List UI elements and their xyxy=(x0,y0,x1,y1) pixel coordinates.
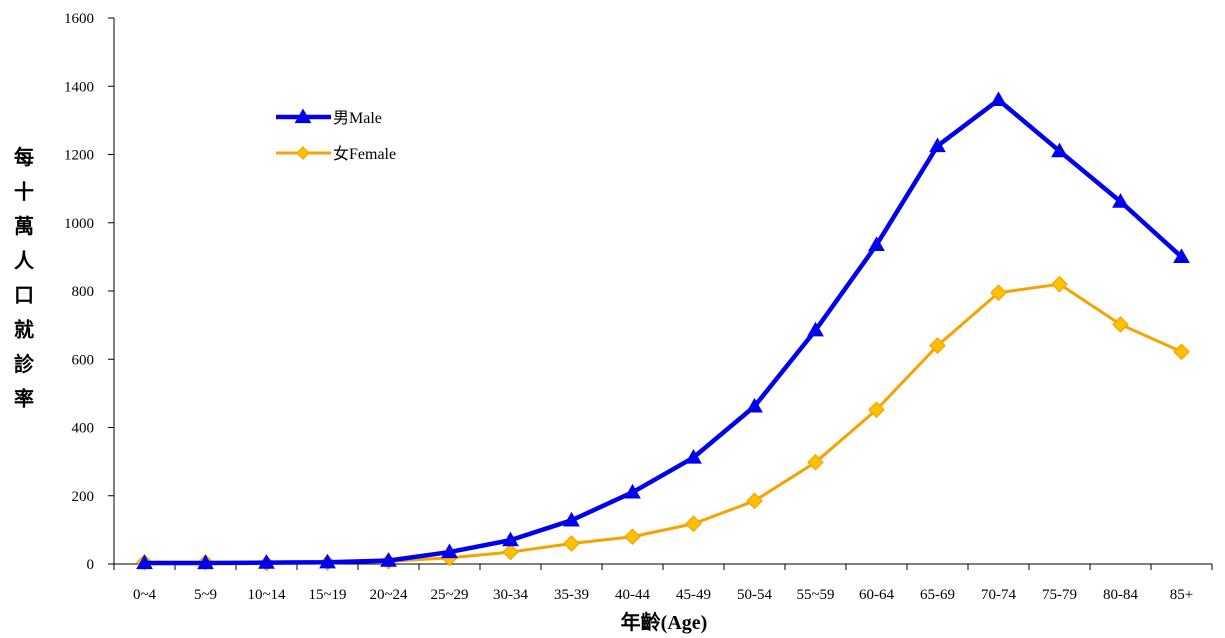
legend: 男Male 女Female xyxy=(276,108,396,163)
y-tick-label: 1400 xyxy=(64,79,94,95)
x-tick-label: 15~19 xyxy=(308,587,346,603)
data-point xyxy=(624,483,641,499)
data-point xyxy=(868,236,885,252)
x-tick-label: 25~29 xyxy=(430,587,468,603)
y-tick-label: 200 xyxy=(72,489,95,505)
x-axis-title: 年齡(Age) xyxy=(621,610,708,634)
data-point xyxy=(807,453,824,471)
x-tick-label: 20~24 xyxy=(369,587,408,603)
x-tick-label: 0~4 xyxy=(133,587,157,603)
y-tick-label: 400 xyxy=(72,421,95,437)
data-point xyxy=(319,553,336,569)
y-tick-label: 600 xyxy=(72,352,95,368)
data-point xyxy=(502,531,519,547)
data-point xyxy=(380,552,397,567)
x-tick-label: 10~14 xyxy=(247,587,286,603)
data-point xyxy=(929,137,946,153)
data-point xyxy=(1051,142,1068,158)
legend-item-female: 女Female xyxy=(276,144,396,163)
series-line xyxy=(144,97,1184,566)
data-point xyxy=(136,554,153,570)
y-axis-title: 每十萬人口就診率 xyxy=(14,145,35,411)
x-tick-label: 55~59 xyxy=(796,587,834,603)
legend-label: 男Male xyxy=(333,110,382,127)
series-male xyxy=(136,91,1190,570)
legend-label: 女Female xyxy=(333,144,396,163)
x-tick-label: 40-44 xyxy=(615,587,650,603)
data-point xyxy=(929,337,946,354)
y-tick-label: 800 xyxy=(72,284,95,300)
y-tick-label: 1600 xyxy=(64,11,94,27)
y-tick-label: 0 xyxy=(87,557,95,573)
axes xyxy=(113,18,1212,565)
data-point xyxy=(563,511,580,527)
data-point xyxy=(685,515,702,533)
x-tick-label: 65-69 xyxy=(920,587,955,603)
data-point xyxy=(746,397,763,413)
data-point xyxy=(1051,275,1068,293)
x-tick-label: 35-39 xyxy=(554,587,589,603)
y-ticks: 0 200 400 600 800 1000 1200 1400 1600 xyxy=(64,11,114,573)
x-ticks: 0~4 5~9 10~14 15~19 20~24 25~29 30-34 35-39 40-4… xyxy=(113,564,1213,603)
x-tick-label: 50-54 xyxy=(737,587,772,603)
legend-marker xyxy=(296,146,310,160)
x-tick-label: 70-74 xyxy=(981,587,1016,603)
x-tick-label: 85+ xyxy=(1170,587,1193,603)
y-tick-label: 1000 xyxy=(64,216,94,232)
data-point xyxy=(624,528,641,546)
x-tick-label: 75-79 xyxy=(1042,587,1077,603)
data-point xyxy=(258,554,275,569)
data-point xyxy=(1173,343,1190,361)
x-tick-label: 30-34 xyxy=(493,587,528,603)
x-tick-label: 5~9 xyxy=(194,587,217,603)
data-point xyxy=(1112,193,1129,208)
data-point xyxy=(1173,248,1190,263)
legend-item-male: 男Male xyxy=(276,108,382,127)
data-point xyxy=(807,321,824,337)
data-point xyxy=(685,449,702,464)
series-line xyxy=(144,282,1183,565)
x-tick-label: 60-64 xyxy=(859,587,894,603)
x-tick-label: 80-84 xyxy=(1103,587,1138,603)
data-point xyxy=(990,284,1007,302)
x-tick-label: 45-49 xyxy=(676,587,711,603)
legend-marker xyxy=(294,108,312,124)
data-point xyxy=(441,543,458,559)
data-point xyxy=(502,543,519,561)
data-point xyxy=(197,554,214,570)
data-point xyxy=(563,535,580,552)
series-female xyxy=(136,275,1190,572)
data-point xyxy=(868,401,885,419)
series-layer xyxy=(136,91,1190,572)
data-point xyxy=(990,91,1007,107)
y-tick-label: 1200 xyxy=(64,148,94,164)
data-point xyxy=(746,492,763,510)
data-point xyxy=(1112,316,1129,333)
